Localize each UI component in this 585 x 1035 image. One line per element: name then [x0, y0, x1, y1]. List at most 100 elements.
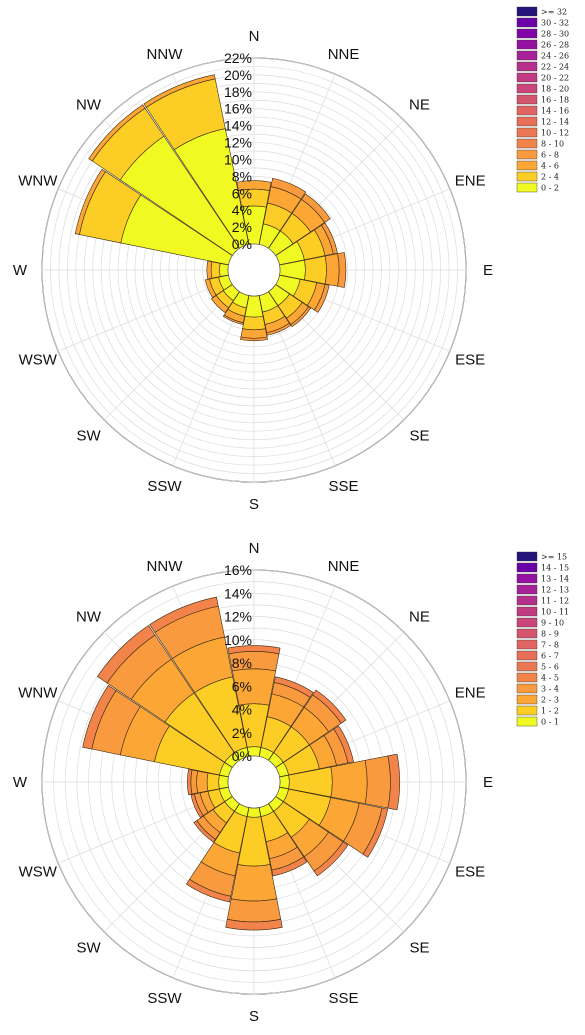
r-tick-label: 2% [232, 725, 252, 741]
legend-label: 18 - 20 [541, 85, 569, 94]
legend-label: 16 - 18 [541, 96, 569, 105]
legend-swatch [516, 573, 538, 584]
direction-label-ssw: SSW [147, 990, 182, 1007]
direction-label-nne: NNE [328, 558, 360, 575]
wedge-s-bin-4 [225, 918, 283, 931]
wedge-s-bin-2 [240, 328, 268, 339]
direction-label-ese: ESE [455, 352, 485, 369]
wedge-wnw-bin-4 [82, 685, 117, 750]
r-tick-label: 16% [224, 101, 252, 117]
wedge-w-bin-3 [190, 769, 199, 795]
direction-label-w: W [13, 774, 28, 791]
legend-swatch [516, 39, 538, 50]
direction-label-ese: ESE [455, 864, 485, 881]
legend-swatch [516, 61, 538, 72]
r-tick-label: 6% [232, 678, 252, 694]
wedge-e-bin-0 [279, 774, 290, 790]
legend-label: 1 - 2 [541, 707, 559, 716]
grid-spoke [103, 288, 236, 421]
legend-label: 2 - 4 [541, 173, 559, 182]
direction-label-nw: NW [76, 609, 102, 626]
wedge-e-bin-2 [324, 253, 340, 287]
legend-label: 9 - 10 [541, 619, 564, 628]
legend-label: 2 - 3 [541, 696, 559, 705]
legend-label: 30 - 32 [541, 19, 569, 28]
direction-label-wsw: WSW [19, 352, 58, 369]
legend-swatch [516, 595, 538, 606]
legend-label: >= 15 [541, 553, 567, 562]
legend-swatch [516, 584, 538, 595]
legend-label: 4 - 5 [541, 674, 559, 683]
legend-swatch [516, 182, 538, 193]
r-tick-label: 12% [224, 135, 252, 151]
r-tick-label: 8% [232, 168, 252, 184]
legend-label: 10 - 12 [541, 129, 569, 138]
r-tick-label: 18% [224, 84, 252, 100]
wedge-e-bin-3 [337, 252, 347, 288]
legend-swatch [516, 639, 538, 650]
direction-label-nw: NW [76, 97, 102, 114]
legend-label: 24 - 26 [541, 52, 569, 61]
direction-label-ene: ENE [455, 684, 486, 701]
direction-label-e: E [483, 774, 493, 791]
wedge-w-bin-0 [218, 774, 229, 790]
legend-swatch [516, 672, 538, 683]
legend-swatch [516, 72, 538, 83]
r-tick-label: 0% [232, 236, 252, 252]
wedge-s-bin-1 [242, 315, 266, 331]
direction-label-se: SE [409, 939, 429, 956]
direction-label-ne: NE [409, 97, 430, 114]
legend-swatch [516, 138, 538, 149]
wedge-se-bin-4 [313, 841, 349, 877]
direction-label-sw: SW [76, 427, 101, 444]
legend-label: 22 - 24 [541, 63, 569, 72]
legend-label: 6 - 7 [541, 652, 559, 661]
wedge-sw-bin-4 [193, 820, 216, 843]
wedge-ne-bin-3 [301, 193, 331, 223]
legend-label: 5 - 6 [541, 663, 559, 672]
center-hole [227, 755, 281, 809]
direction-label-sw: SW [76, 939, 101, 956]
wedge-s-bin-3 [226, 898, 282, 923]
direction-label-s: S [249, 496, 259, 513]
legend-label: 8 - 9 [541, 630, 559, 639]
legend-label: >= 32 [541, 8, 567, 17]
legend-label: 11 - 12 [541, 597, 569, 606]
legend-label: 0 - 2 [541, 184, 559, 193]
wedge-nnw-bin-2 [143, 74, 216, 108]
wedge-s-bin-0 [246, 807, 262, 818]
wedge-w-bin-2 [206, 260, 213, 280]
r-tick-label: 8% [232, 655, 252, 671]
r-tick-label: 6% [232, 185, 252, 201]
legend-swatch [516, 606, 538, 617]
wedge-w-bin-4 [187, 768, 193, 796]
direction-label-sse: SSE [329, 478, 359, 495]
legend-label: 26 - 28 [541, 41, 569, 50]
legend-label: 28 - 30 [541, 30, 569, 39]
r-tick-label: 0% [232, 748, 252, 764]
r-tick-label: 22% [224, 50, 252, 66]
legend-label: 7 - 8 [541, 641, 559, 650]
r-tick-label: 10% [224, 151, 252, 167]
legend-swatch [516, 716, 538, 727]
wedge-ene-bin-3 [321, 222, 338, 255]
wedge-sse-bin-4 [271, 856, 308, 877]
wedge-sw-bin-2 [210, 294, 230, 314]
wedge-e-bin-3 [364, 755, 391, 809]
legend-label: 14 - 16 [541, 107, 569, 116]
direction-label-ne: NE [409, 609, 430, 626]
wedge-ese-bin-3 [314, 284, 330, 313]
legend-swatch [516, 83, 538, 94]
legend-label: 3 - 4 [541, 685, 559, 694]
direction-label-sse: SSE [329, 990, 359, 1007]
center-hole [227, 243, 281, 297]
wedge-wnw-bin-2 [74, 168, 106, 235]
direction-label-ene: ENE [455, 172, 486, 189]
wedge-ssw-bin-3 [222, 314, 244, 325]
legend-label: 20 - 22 [541, 74, 569, 83]
legend-swatch [516, 694, 538, 705]
direction-label-nnw: NNW [147, 558, 184, 575]
legend-label: 13 - 14 [541, 575, 569, 584]
wind-rose-1: 0%2%4%6%8%10%12%14%16%18%20%22% N NNE NE ENE… [13, 6, 569, 513]
